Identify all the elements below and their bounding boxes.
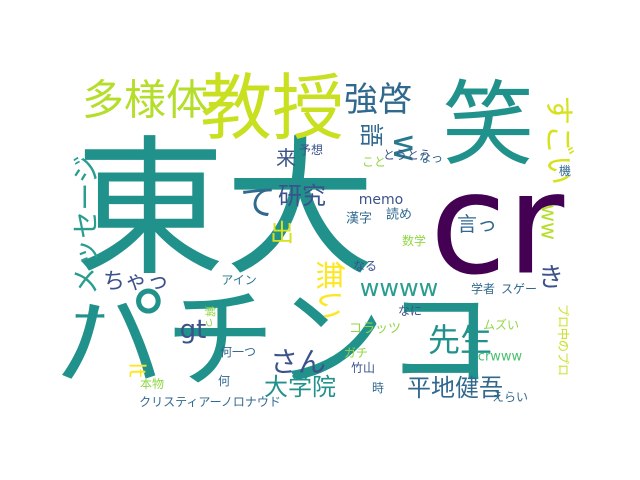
cloud-word: とうとう bbox=[383, 148, 431, 162]
cloud-word: プロ中のプロ bbox=[556, 304, 571, 376]
cloud-word: wwww bbox=[360, 274, 439, 302]
cloud-word: 漢字 bbox=[346, 212, 372, 227]
cloud-word: 予想 bbox=[299, 142, 323, 157]
cloud-word: 東大 bbox=[75, 123, 375, 297]
cloud-word: き bbox=[538, 263, 564, 293]
cloud-word: なる bbox=[353, 259, 377, 273]
cloud-word: パチンコ bbox=[55, 276, 495, 404]
cloud-word: gt bbox=[180, 315, 207, 345]
cloud-word: こと bbox=[362, 155, 386, 169]
cloud-word: 多様体 bbox=[82, 76, 208, 125]
cloud-word: なっ bbox=[419, 151, 443, 165]
cloud-word: w bbox=[385, 134, 425, 162]
cloud-word: クリスティアーノロナウド bbox=[139, 395, 281, 409]
cloud-word: 時 bbox=[372, 381, 384, 395]
cloud-word: 大学院 bbox=[264, 373, 336, 401]
cloud-word: アイン bbox=[221, 273, 256, 287]
cloud-word: ムズい bbox=[483, 317, 519, 332]
cloud-word: ww bbox=[536, 204, 561, 240]
cloud-word: 言っ bbox=[457, 212, 497, 236]
cloud-word: 機 bbox=[559, 163, 571, 178]
cloud-word: 強啓 bbox=[344, 80, 412, 120]
cloud-word: 研究 bbox=[278, 182, 326, 210]
cloud-word: 来 bbox=[276, 146, 296, 170]
cloud-word: 笑 bbox=[442, 72, 534, 179]
cloud-word: lt bbox=[124, 363, 149, 378]
cloud-word: 語 bbox=[357, 123, 385, 147]
cloud-word: 本物 bbox=[140, 377, 164, 391]
cloud-word: 先生 bbox=[428, 321, 492, 359]
cloud-word: crwww bbox=[478, 350, 523, 365]
cloud-word: えらい bbox=[492, 390, 528, 404]
cloud-word: コラッツ bbox=[349, 322, 401, 337]
cloud-word: 何一つ bbox=[220, 345, 256, 359]
cloud-word: memo bbox=[359, 192, 403, 208]
cloud-word: 竹山 bbox=[351, 361, 375, 375]
cloud-word: メッセージ bbox=[70, 155, 103, 294]
cloud-word: ガチ bbox=[344, 346, 368, 360]
cloud-word: 無い bbox=[312, 260, 347, 320]
cloud-word: 解っ bbox=[204, 306, 218, 328]
cloud-word: 平地健吾 bbox=[407, 374, 503, 402]
cloud-word: cr bbox=[430, 144, 565, 307]
cloud-word: ー bbox=[72, 298, 108, 339]
cloud-word: 何 bbox=[218, 374, 230, 388]
cloud-word: なに bbox=[398, 304, 422, 318]
cloud-word: 学者 bbox=[471, 281, 495, 296]
cloud-word: スゲー bbox=[501, 282, 537, 296]
cloud-word: 数学 bbox=[402, 233, 426, 248]
cloud-word: 出 bbox=[270, 219, 294, 247]
cloud-word: 教授 bbox=[200, 66, 344, 150]
cloud-word: て bbox=[240, 183, 276, 224]
cloud-word: 読め bbox=[386, 207, 412, 223]
cloud-word: すごい bbox=[541, 95, 576, 185]
cloud-word: ちゃっ bbox=[103, 270, 169, 295]
cloud-word: さん bbox=[270, 346, 326, 379]
